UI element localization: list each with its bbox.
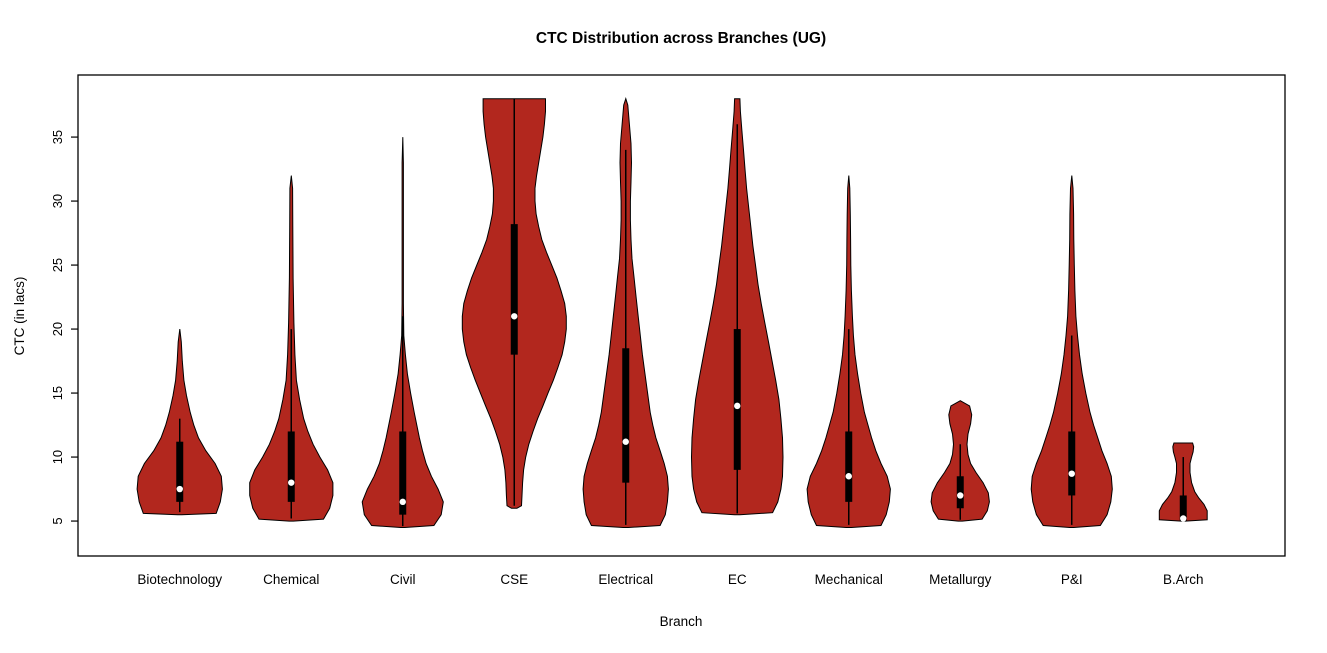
- iqr-box-chemical: [287, 431, 295, 502]
- iqr-box-b-arch: [1179, 495, 1187, 522]
- median-dot-ec: [734, 402, 741, 410]
- iqr-box-p-i: [1068, 431, 1076, 496]
- iqr-box-civil: [399, 431, 407, 515]
- median-dot-metallurgy: [957, 492, 964, 499]
- median-dot-p-i: [1068, 470, 1075, 477]
- x-category-label-biotechnology: Biotechnology: [137, 572, 222, 587]
- median-dot-electrical: [622, 438, 629, 445]
- median-dot-chemical: [288, 479, 295, 486]
- iqr-box-biotechnology: [176, 441, 184, 502]
- plot-border: [77, 74, 1286, 557]
- median-dot-b-arch: [1180, 515, 1187, 522]
- iqr-box-ec: [733, 329, 741, 470]
- x-category-label-p-i: P&I: [1061, 572, 1083, 587]
- x-category-label-ec: EC: [728, 572, 747, 587]
- plot-area: 5 10 15 20 25 30 35 Biotechnology Chemical Civil C…: [50, 74, 1286, 587]
- x-category-label-cse: CSE: [500, 572, 528, 587]
- y-tick-label: 15: [50, 386, 65, 400]
- y-tick-label: 10: [50, 450, 65, 464]
- median-dot-biotechnology: [176, 485, 183, 493]
- y-tick-label: 5: [50, 517, 65, 524]
- x-category-label-metallurgy: Metallurgy: [929, 572, 992, 587]
- x-category-label-mechanical: Mechanical: [815, 572, 883, 587]
- x-category-label-chemical: Chemical: [263, 572, 319, 587]
- x-category-label-civil: Civil: [390, 572, 416, 587]
- y-tick-label: 30: [50, 194, 65, 208]
- iqr-box-cse: [510, 224, 518, 355]
- y-axis-title: CTC (in lacs): [12, 277, 27, 356]
- median-dot-mechanical: [845, 473, 852, 480]
- median-dot-civil: [399, 498, 406, 506]
- x-category-label-b-arch: B.Arch: [1163, 572, 1204, 587]
- chart-title: CTC Distribution across Branches (UG): [536, 30, 826, 47]
- iqr-box-mechanical: [845, 431, 853, 502]
- iqr-box-electrical: [622, 348, 630, 483]
- x-axis-title: Branch: [660, 614, 703, 629]
- y-tick-label: 25: [50, 258, 65, 272]
- median-dot-cse: [511, 313, 518, 320]
- y-tick-label: 20: [50, 322, 65, 336]
- y-tick-label: 35: [50, 130, 65, 144]
- x-category-label-electrical: Electrical: [598, 572, 653, 587]
